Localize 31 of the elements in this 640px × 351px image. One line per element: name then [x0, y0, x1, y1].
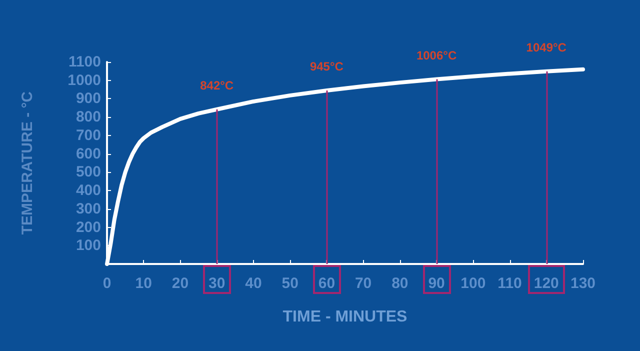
- x-tick-label: 100: [460, 275, 486, 292]
- y-tick-label: 500: [76, 164, 101, 181]
- x-tick-label: 40: [245, 275, 262, 292]
- y-tick-label: 600: [76, 145, 101, 162]
- y-tick-label: 400: [76, 182, 101, 200]
- x-tick-label: 130: [570, 275, 596, 292]
- x-tick-label: 50: [282, 275, 298, 292]
- x-tick-label: 70: [354, 275, 372, 292]
- ref-line-label: 945°C: [310, 59, 344, 74]
- x-tick-label: 30: [208, 275, 226, 292]
- ref-line-label: 1049°C: [526, 40, 567, 54]
- ref-line-label: 842°C: [200, 78, 234, 92]
- y-tick-label: 800: [76, 108, 101, 126]
- y-tick-label: 900: [76, 90, 101, 108]
- y-tick-label: 200: [76, 218, 101, 236]
- y-tick-label: 1000: [68, 72, 101, 89]
- x-tick-label: 60: [318, 275, 336, 292]
- x-tick-label: 110: [498, 275, 522, 292]
- x-axis-title: TIME - MINUTES: [282, 308, 408, 326]
- y-tick-label: 300: [76, 200, 101, 218]
- x-tick-label: 10: [135, 275, 152, 292]
- x-tick-label: 0: [102, 275, 112, 292]
- y-tick-label: 700: [76, 126, 101, 144]
- y-tick-label: 1100: [68, 54, 101, 70]
- x-tick-label: 20: [172, 275, 189, 292]
- x-tick-label: 90: [428, 275, 445, 292]
- x-tick-label: 120: [534, 275, 559, 292]
- x-tick-label: 80: [392, 275, 408, 292]
- y-tick-label: 100: [76, 237, 101, 254]
- y-axis-title: TEMPERATURE - °C: [19, 91, 36, 235]
- ref-line-label: 1006°C: [416, 48, 457, 62]
